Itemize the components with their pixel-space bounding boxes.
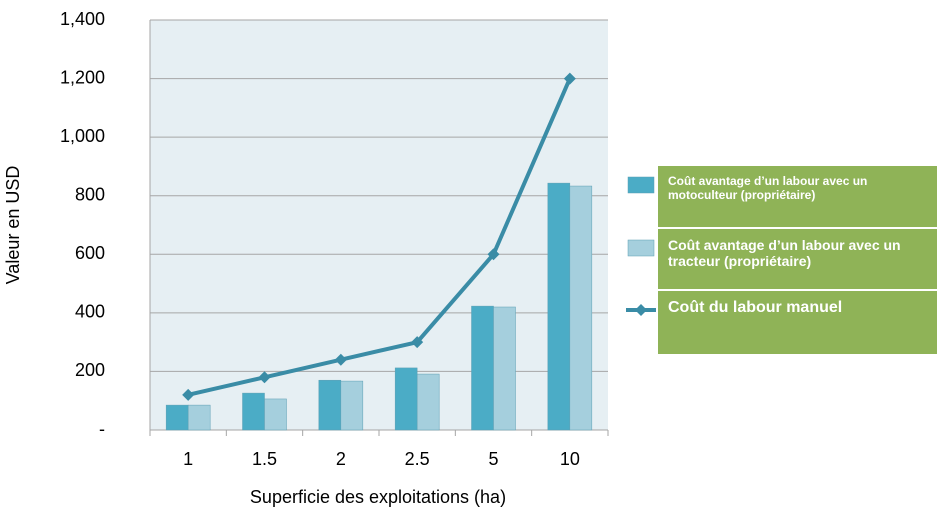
bar (547, 182, 571, 431)
y-tick-label: 600 (75, 243, 105, 263)
bar (569, 185, 593, 431)
x-tick-label: 2.5 (405, 449, 430, 469)
plot-area (150, 20, 608, 430)
line-marker (563, 72, 576, 85)
legend-label: Coût du labour manuel (657, 290, 938, 355)
y-tick-label: 800 (75, 184, 105, 204)
bar (340, 380, 364, 431)
x-tick-label: 1 (183, 449, 193, 469)
y-tick-label: 1,000 (60, 126, 105, 146)
line-marker (334, 353, 347, 366)
bar (264, 398, 287, 431)
legend-label: Coût avantage d’un labour avec un motocu… (657, 165, 938, 228)
bar (394, 367, 418, 431)
line-marker (258, 371, 271, 384)
line-marker (411, 336, 424, 349)
x-tick-label: 5 (488, 449, 498, 469)
bar (493, 306, 516, 431)
x-tick-label: 1.5 (252, 449, 277, 469)
x-axis-label: Superficie des exploitations (ha) (250, 487, 506, 507)
legend-swatch (627, 239, 655, 257)
y-tick-label: 400 (75, 302, 105, 322)
legend-swatch (627, 176, 655, 194)
x-tick-label: 2 (336, 449, 346, 469)
y-tick-label: 1,200 (60, 67, 105, 87)
y-axis-label: Valeur en USD (3, 166, 23, 285)
bar (416, 373, 440, 431)
bar (187, 404, 211, 431)
bar (242, 392, 265, 431)
line (187, 77, 572, 397)
y-tick-label: - (99, 419, 105, 439)
legend-label: Coût avantage d’un labour avec un tracte… (657, 228, 938, 290)
y-tick-label: 200 (75, 360, 105, 380)
line-marker (487, 248, 500, 261)
legend-swatch (635, 304, 647, 316)
bar (471, 305, 494, 431)
line-marker (182, 388, 195, 401)
bar (165, 404, 189, 431)
x-tick-label: 10 (560, 449, 580, 469)
y-tick-label: 1,400 (60, 9, 105, 29)
bar (318, 379, 342, 431)
